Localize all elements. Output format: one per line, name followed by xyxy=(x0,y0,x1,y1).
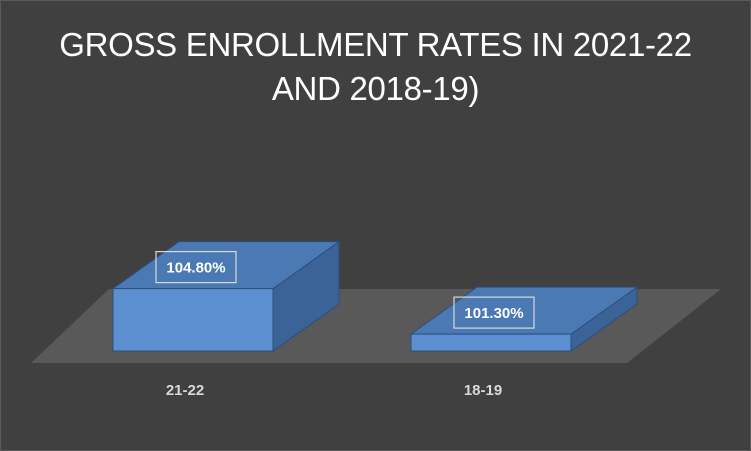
bar-2 xyxy=(409,286,639,352)
category-label-1: 21-22 xyxy=(166,382,204,399)
data-label-text: 104.80% xyxy=(166,260,225,277)
label-group: 104.80% 21-22 101.30% 18-19 xyxy=(155,251,535,399)
data-label-1: 104.80% xyxy=(155,251,237,284)
chart-title: GROSS ENROLLMENT RATES IN 2021-22 AND 20… xyxy=(59,26,692,107)
bar-front-face xyxy=(112,288,274,352)
data-label-box xyxy=(453,296,535,329)
category-label-2: 18-19 xyxy=(464,382,502,399)
bar-front-face xyxy=(410,333,572,352)
data-label-2: 101.30% xyxy=(453,296,535,329)
data-label-box xyxy=(155,251,237,284)
data-label-text: 101.30% xyxy=(464,305,523,322)
bar-1 xyxy=(111,240,341,352)
bar-group xyxy=(111,240,639,352)
